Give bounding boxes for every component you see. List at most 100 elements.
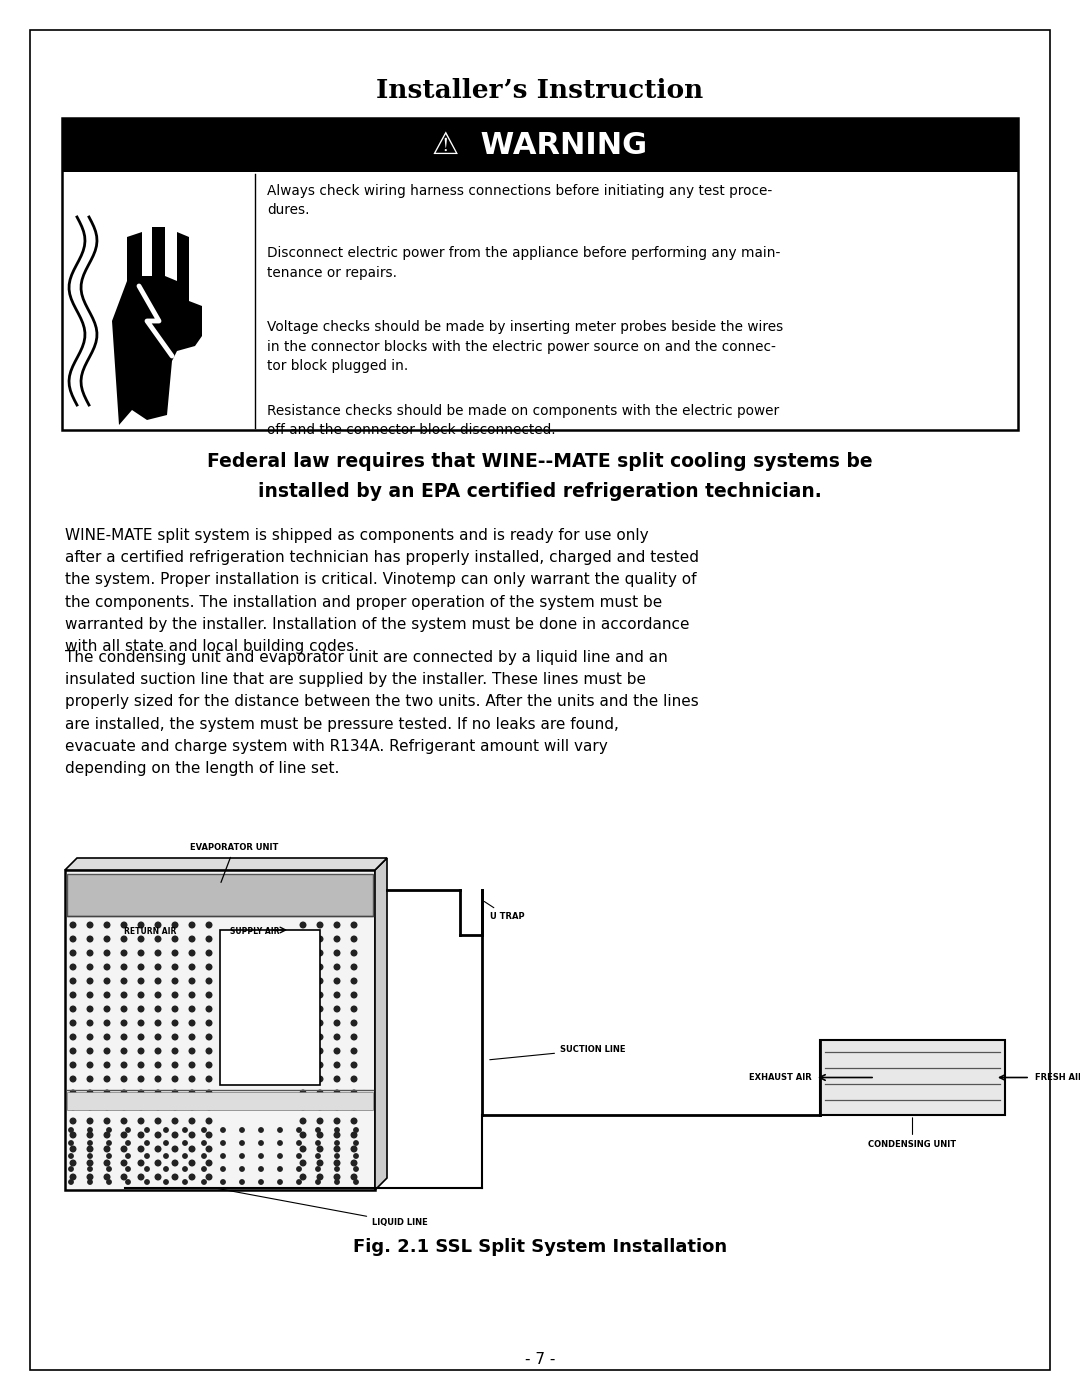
Circle shape [334, 1146, 340, 1151]
Circle shape [121, 1048, 126, 1053]
Circle shape [104, 1034, 110, 1039]
Circle shape [70, 1062, 76, 1067]
Circle shape [172, 964, 178, 970]
Circle shape [334, 1118, 340, 1123]
Circle shape [172, 1090, 178, 1095]
Circle shape [318, 1132, 323, 1137]
Circle shape [125, 1180, 131, 1185]
Circle shape [351, 936, 356, 942]
Circle shape [121, 1146, 126, 1151]
Circle shape [300, 936, 306, 942]
Circle shape [300, 1006, 306, 1011]
Circle shape [70, 1090, 76, 1095]
Circle shape [334, 1048, 340, 1053]
Circle shape [334, 1020, 340, 1025]
Circle shape [202, 1127, 206, 1132]
Circle shape [206, 1020, 212, 1025]
Circle shape [145, 1154, 149, 1158]
Circle shape [202, 1166, 206, 1171]
Circle shape [104, 936, 110, 942]
Circle shape [206, 950, 212, 956]
Circle shape [87, 1166, 92, 1171]
Circle shape [297, 1166, 301, 1171]
Circle shape [69, 1141, 73, 1146]
Circle shape [70, 1076, 76, 1081]
Circle shape [318, 1118, 323, 1123]
Circle shape [138, 1006, 144, 1011]
Circle shape [172, 1146, 178, 1151]
Circle shape [87, 936, 93, 942]
Circle shape [351, 1090, 356, 1095]
Circle shape [334, 1160, 340, 1166]
Circle shape [164, 1154, 168, 1158]
Circle shape [138, 1175, 144, 1180]
Circle shape [87, 1090, 93, 1095]
Circle shape [138, 1062, 144, 1067]
Circle shape [189, 1146, 194, 1151]
Circle shape [300, 1118, 306, 1123]
Circle shape [104, 1104, 110, 1109]
Circle shape [172, 1020, 178, 1025]
Circle shape [334, 1034, 340, 1039]
Circle shape [334, 1104, 340, 1109]
Circle shape [351, 1076, 356, 1081]
Circle shape [354, 1166, 359, 1171]
Text: Federal law requires that WINE--MATE split cooling systems be: Federal law requires that WINE--MATE spl… [207, 453, 873, 471]
Circle shape [138, 936, 144, 942]
Circle shape [278, 1127, 282, 1132]
Circle shape [104, 978, 110, 983]
Circle shape [156, 1090, 161, 1095]
Circle shape [138, 1034, 144, 1039]
Circle shape [87, 1062, 93, 1067]
Circle shape [104, 1118, 110, 1123]
Circle shape [70, 1160, 76, 1166]
Circle shape [189, 1132, 194, 1137]
Circle shape [189, 992, 194, 997]
Circle shape [121, 964, 126, 970]
Circle shape [121, 922, 126, 928]
Circle shape [300, 1062, 306, 1067]
Circle shape [70, 1175, 76, 1180]
Circle shape [354, 1180, 359, 1185]
Circle shape [318, 1034, 323, 1039]
Circle shape [107, 1141, 111, 1146]
Circle shape [107, 1127, 111, 1132]
Circle shape [318, 1175, 323, 1180]
Circle shape [334, 1062, 340, 1067]
Circle shape [202, 1141, 206, 1146]
Circle shape [87, 964, 93, 970]
Circle shape [300, 1132, 306, 1137]
Circle shape [125, 1154, 131, 1158]
Circle shape [156, 950, 161, 956]
Circle shape [104, 1160, 110, 1166]
Circle shape [189, 1062, 194, 1067]
Circle shape [318, 1146, 323, 1151]
Circle shape [156, 992, 161, 997]
Circle shape [164, 1180, 168, 1185]
Circle shape [318, 1160, 323, 1166]
Circle shape [318, 1090, 323, 1095]
Bar [220, 930, 320, 1085]
Circle shape [138, 950, 144, 956]
Circle shape [172, 922, 178, 928]
Circle shape [189, 1118, 194, 1123]
Circle shape [138, 1160, 144, 1166]
Circle shape [318, 1048, 323, 1053]
Circle shape [206, 1146, 212, 1151]
Circle shape [206, 1048, 212, 1053]
Circle shape [351, 950, 356, 956]
Circle shape [315, 1180, 320, 1185]
Circle shape [172, 1006, 178, 1011]
Circle shape [87, 992, 93, 997]
Circle shape [183, 1154, 187, 1158]
Circle shape [318, 964, 323, 970]
Circle shape [156, 1146, 161, 1151]
Circle shape [104, 1146, 110, 1151]
Circle shape [278, 1180, 282, 1185]
Circle shape [70, 936, 76, 942]
Circle shape [138, 1146, 144, 1151]
Circle shape [318, 922, 323, 928]
Circle shape [335, 1180, 339, 1185]
Circle shape [121, 1006, 126, 1011]
Circle shape [189, 1104, 194, 1109]
